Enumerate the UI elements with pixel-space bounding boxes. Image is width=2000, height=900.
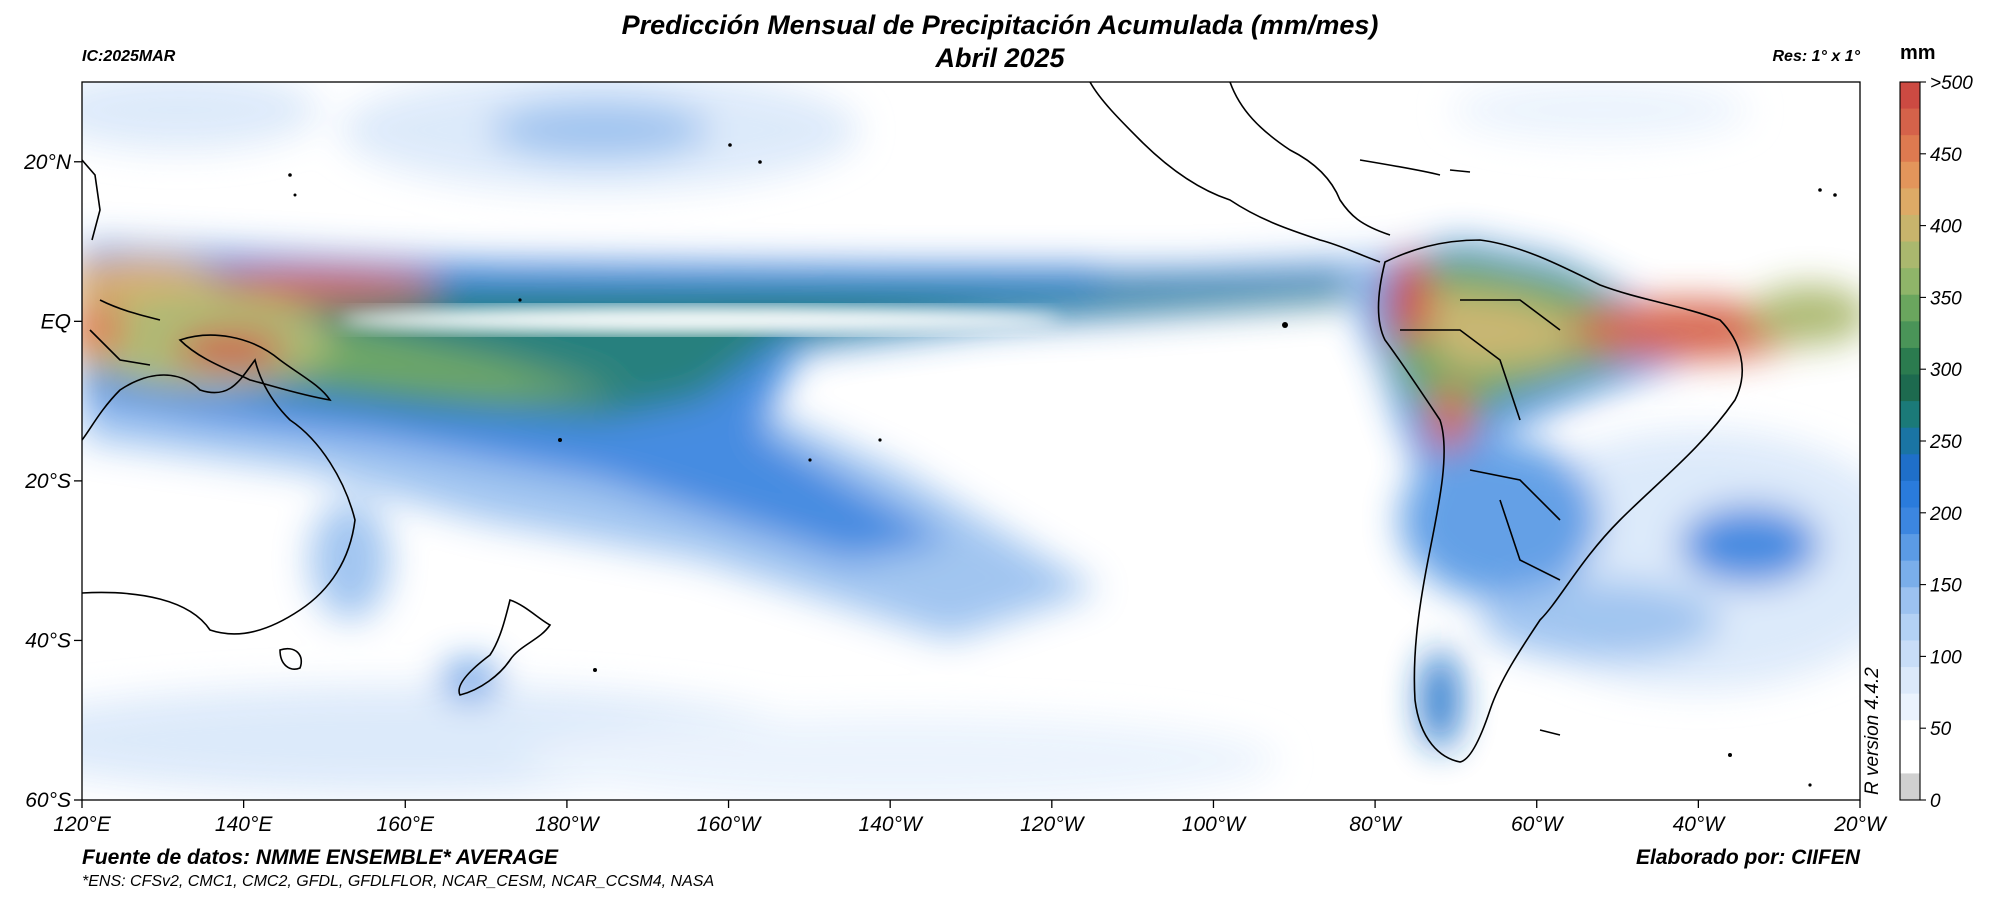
colorbar-swatch — [1900, 613, 1920, 641]
colorbar-tick-label: >500 — [1930, 73, 1973, 94]
author-label: Elaborado por: CIIFEN — [1635, 846, 1860, 869]
map-title: Predicción Mensual de Precipitación Acum… — [621, 10, 1379, 40]
colorbar-tick-label: 150 — [1930, 576, 1962, 597]
colorbar-tick-label: 200 — [1929, 504, 1962, 525]
colorbar-tick-label: 450 — [1930, 145, 1962, 166]
colorbar-swatch — [1900, 773, 1920, 801]
colorbar-tick-label: 250 — [1929, 432, 1962, 453]
lon-tick-label: 120°E — [53, 813, 111, 836]
lon-tick-label: 120°W — [1020, 813, 1085, 836]
lon-tick-label: 160°W — [697, 813, 762, 836]
ensemble-members-label: *ENS: CFSv2, CMC1, CMC2, GFDL, GFDLFLOR,… — [82, 873, 715, 890]
resolution-label: Res: 1° x 1° — [1772, 48, 1860, 65]
lon-tick-label: 100°W — [1182, 813, 1247, 836]
map-subtitle: Abril 2025 — [935, 43, 1065, 73]
plot-frame — [81, 81, 1861, 801]
lon-tick-label: 140°W — [859, 813, 924, 836]
data-source-label: Fuente de datos: NMME ENSEMBLE* AVERAGE — [82, 846, 559, 869]
lat-tick-label: EQ — [41, 310, 71, 333]
coastlines — [82, 82, 1743, 763]
colorbar-swatch — [1900, 667, 1920, 695]
colorbar-swatch — [1900, 321, 1920, 349]
lat-tick-label: 40°S — [25, 629, 71, 652]
colorbar-tick-label: 350 — [1930, 288, 1962, 309]
software-version-label: R version 4.4.2 — [1862, 667, 1883, 795]
lon-tick-label: 40°W — [1673, 813, 1727, 836]
colorbar-swatch — [1900, 347, 1920, 376]
colorbar-swatch — [1900, 427, 1920, 455]
lat-tick-label: 20°N — [23, 151, 72, 174]
lon-tick-label: 180°W — [535, 813, 600, 836]
colorbar-swatch — [1900, 241, 1920, 269]
colorbar-unit: mm — [1900, 42, 1936, 64]
colorbar-swatch — [1900, 135, 1920, 163]
colorbar-swatch — [1900, 693, 1920, 721]
colorbar-tick-label: 0 — [1930, 791, 1941, 812]
island-markers — [288, 143, 1837, 787]
lon-tick-label: 60°W — [1511, 813, 1565, 836]
colorbar-swatch — [1900, 560, 1920, 588]
colorbar-swatch — [1900, 454, 1920, 482]
lon-tick-label: 160°E — [377, 813, 435, 836]
colorbar-swatch — [1900, 640, 1920, 668]
colorbar-swatch — [1900, 161, 1920, 189]
latitude-axis: 20°N EQ 20°S 40°S 60°S — [23, 151, 82, 812]
precipitation-field — [82, 82, 1860, 800]
colorbar-swatch — [1900, 401, 1920, 429]
colorbar-tick-label: 50 — [1930, 719, 1952, 740]
lon-tick-label: 20°W — [1833, 813, 1888, 836]
colorbar-swatch — [1900, 534, 1920, 562]
colorbar-swatch — [1900, 268, 1920, 296]
lat-tick-label: 20°S — [24, 470, 71, 493]
longitude-axis: 120°E 140°E 160°E 180°W 160°W 140°W 120°W 100°W… — [53, 800, 1888, 836]
colorbar-swatch — [1900, 374, 1920, 402]
colorbar-swatch — [1900, 108, 1920, 136]
colorbar: >500 450 400 350 300 250 200 150 100 50 0 — [1899, 73, 1973, 812]
colorbar-swatch — [1900, 82, 1920, 110]
colorbar-tick-label: 300 — [1930, 360, 1962, 381]
colorbar-swatch — [1900, 507, 1920, 535]
lon-tick-label: 80°W — [1349, 813, 1403, 836]
colorbar-swatch — [1900, 720, 1920, 748]
colorbar-swatch — [1900, 746, 1920, 774]
initial-condition-label: IC:2025MAR — [82, 48, 176, 65]
colorbar-tick-label: 400 — [1930, 217, 1962, 238]
lat-tick-label: 60°S — [25, 789, 71, 812]
colorbar-tick-label: 100 — [1930, 647, 1962, 668]
colorbar-swatch — [1900, 480, 1920, 508]
colorbar-swatch — [1900, 294, 1920, 322]
colorbar-swatch — [1900, 214, 1920, 243]
colorbar-swatch — [1900, 188, 1920, 216]
lon-tick-label: 140°E — [215, 813, 273, 836]
colorbar-swatch — [1900, 587, 1920, 615]
